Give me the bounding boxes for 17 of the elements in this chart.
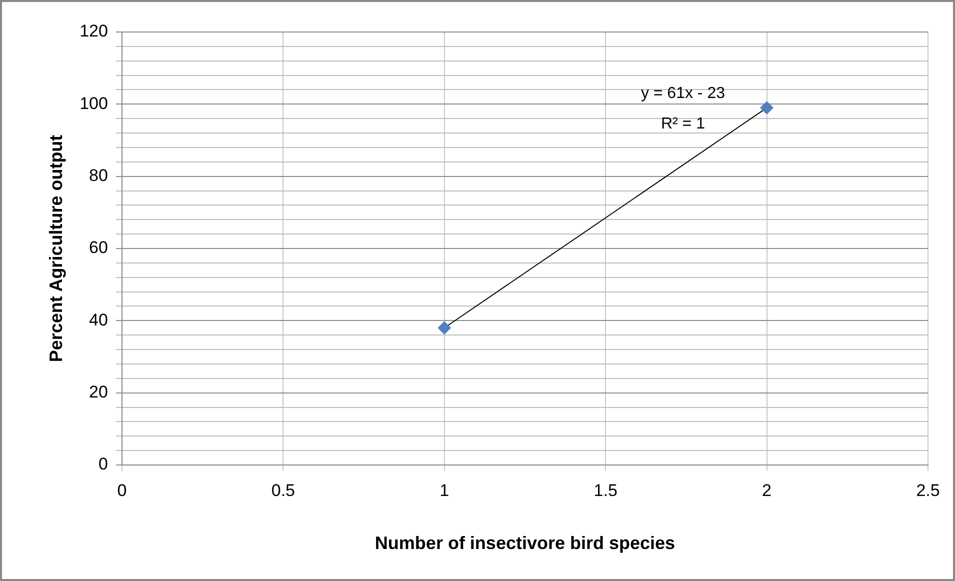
x-tick-label: 2.5: [916, 480, 940, 500]
x-tick-label: 1.5: [594, 480, 618, 500]
annotation: R² = 1: [660, 116, 706, 133]
annotation: y = 61x - 23: [640, 84, 726, 102]
x-tick-label: 0.5: [271, 480, 295, 500]
x-tick-label: 1: [440, 480, 450, 500]
y-axis-title: Percent Agriculture output: [46, 134, 66, 362]
x-tick-label: 0: [117, 480, 127, 500]
x-tick-label: 2: [762, 480, 772, 500]
y-tick-label: 120: [80, 22, 108, 41]
y-tick-label: 60: [89, 238, 108, 258]
y-tick-label: 100: [80, 94, 108, 113]
y-tick-label: 20: [89, 382, 108, 402]
x-axis-title: Number of insectivore bird species: [374, 533, 676, 554]
y-tick-label: 40: [89, 310, 108, 330]
y-tick-label: 0: [98, 454, 108, 474]
y-tick-label: 80: [89, 166, 108, 186]
